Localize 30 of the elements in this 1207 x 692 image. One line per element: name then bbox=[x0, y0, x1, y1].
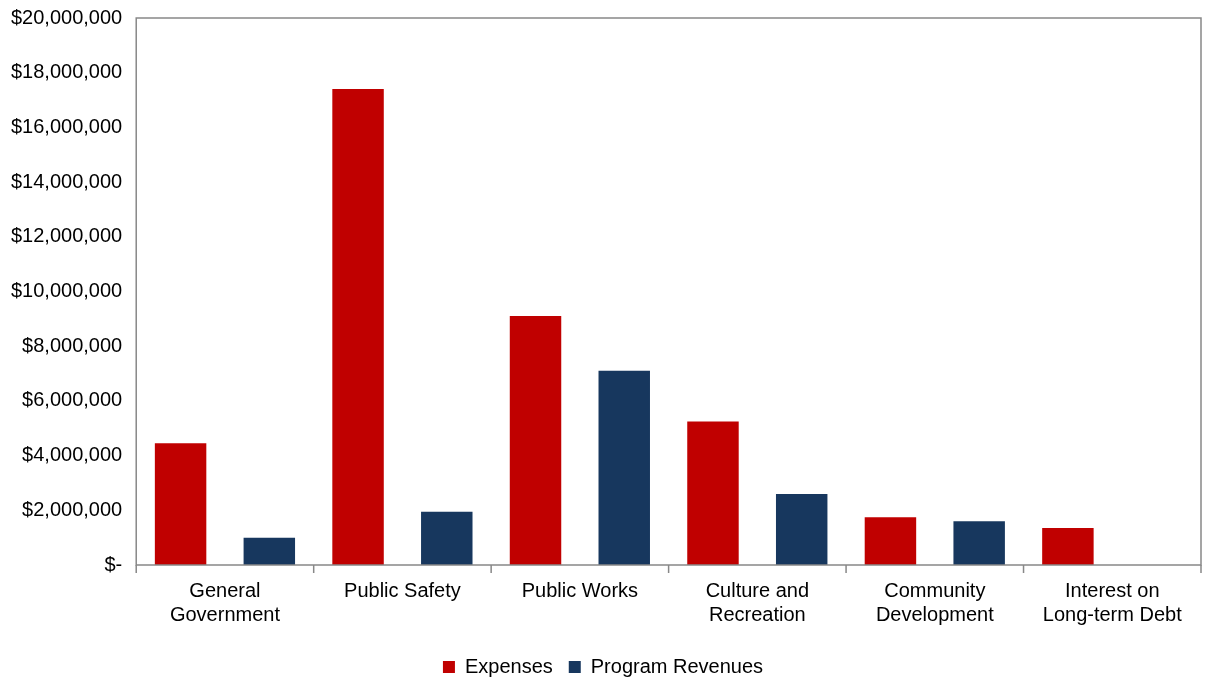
y-tick-label: $14,000,000 bbox=[10, 169, 123, 192]
bar bbox=[775, 493, 828, 565]
bar bbox=[687, 421, 739, 565]
bar bbox=[154, 443, 207, 565]
bar bbox=[421, 511, 473, 565]
legend-label: Expenses bbox=[464, 654, 553, 677]
y-tick-label: $2,000,000 bbox=[22, 497, 123, 520]
y-tick-label: $12,000,000 bbox=[10, 224, 123, 247]
y-tick-label: $4,000,000 bbox=[22, 443, 123, 466]
x-tick-label: Culture and Recreation bbox=[705, 578, 810, 625]
bar bbox=[864, 517, 917, 565]
y-tick-label: $16,000,000 bbox=[10, 114, 123, 137]
y-tick-label: $18,000,000 bbox=[10, 60, 123, 83]
x-tick-label: General Government bbox=[169, 578, 281, 625]
legend-label: Program Revenues bbox=[590, 654, 764, 677]
y-tick-label: $6,000,000 bbox=[22, 388, 123, 411]
bar bbox=[598, 370, 650, 565]
x-tick-label: Community Development bbox=[875, 578, 995, 625]
bar bbox=[509, 316, 562, 565]
bar bbox=[243, 537, 296, 565]
y-tick-label: $8,000,000 bbox=[22, 333, 123, 356]
y-tick-label: $- bbox=[104, 552, 123, 575]
y-tick-label: $20,000,000 bbox=[10, 5, 123, 28]
x-tick-label: Public Works bbox=[521, 578, 639, 601]
bar bbox=[1042, 528, 1094, 565]
bar bbox=[953, 521, 1005, 565]
x-tick-label: Interest on Long-term Debt bbox=[1042, 578, 1183, 625]
bar bbox=[332, 89, 384, 565]
y-tick-label: $10,000,000 bbox=[10, 279, 123, 302]
x-tick-label: Public Safety bbox=[344, 578, 461, 601]
